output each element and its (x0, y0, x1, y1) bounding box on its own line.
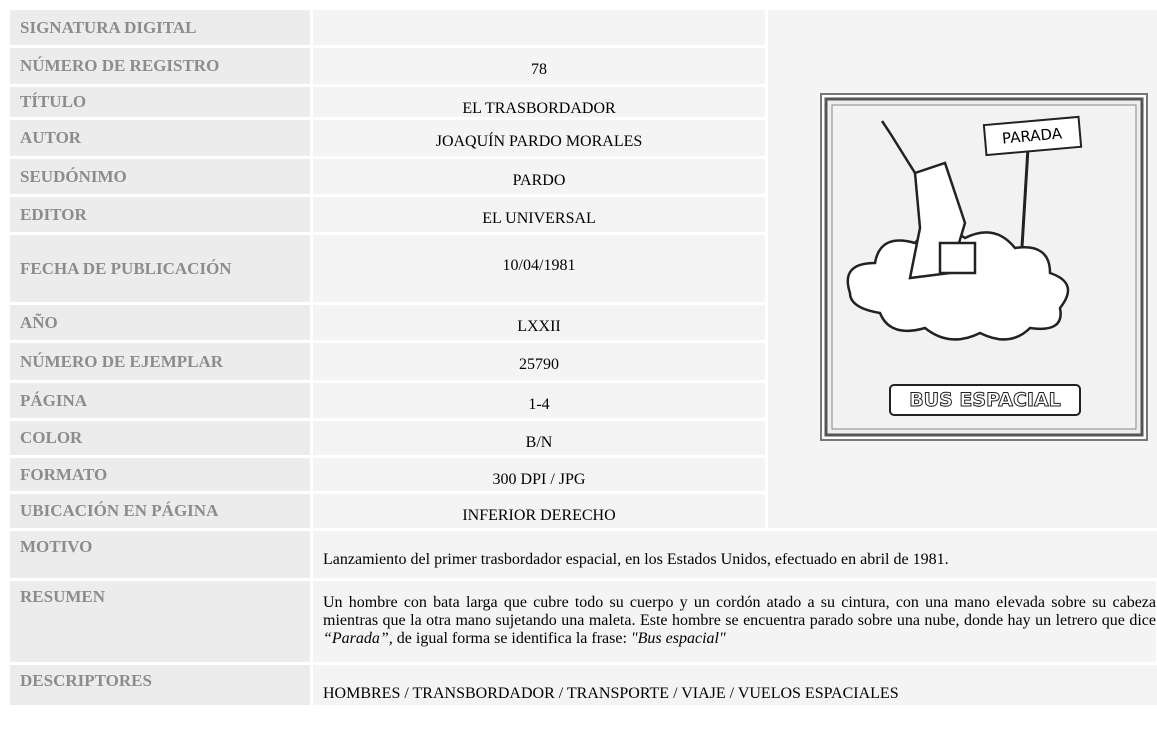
row-label: EDITOR (10, 197, 310, 232)
row-value: INFERIOR DERECHO (313, 494, 765, 528)
row-label: AÑO (10, 305, 310, 340)
row-value: PARDO (313, 159, 765, 194)
row-label: TÍTULO (10, 87, 310, 117)
row-label: MOTIVO (10, 531, 310, 578)
row-label: DESCRIPTORES (10, 665, 310, 705)
row-label: COLOR (10, 421, 310, 455)
row-label: UBICACIÓN EN PÁGINA (10, 494, 310, 528)
row-label: SEUDÓNIMO (10, 159, 310, 194)
text: Un hombre con bata larga que cubre todo … (323, 594, 1156, 629)
text: de igual forma se identifica la frase: (392, 630, 631, 647)
caption-text: BUS ESPACIAL (909, 389, 1061, 411)
row-value: Lanzamiento del primer trasbordador espa… (313, 531, 1157, 578)
row-value: 78 (313, 48, 765, 84)
row-value: JOAQUÍN PARDO MORALES (313, 120, 765, 156)
row-value: HOMBRES / TRANSBORDADOR / TRANSPORTE / V… (313, 665, 1157, 705)
sign-text: PARADA (1001, 124, 1063, 147)
row-label: FECHA DE PUBLICACIÓN (10, 235, 310, 302)
row-label: RESUMEN (10, 581, 310, 662)
row-value: B/N (313, 421, 765, 455)
row-label: FORMATO (10, 458, 310, 491)
row-value: EL TRASBORDADOR (313, 87, 765, 117)
row-value: 25790 (313, 343, 765, 380)
row-label: NÚMERO DE REGISTRO (10, 48, 310, 84)
row-value: EL UNIVERSAL (313, 197, 765, 232)
row-label: AUTOR (10, 120, 310, 156)
row-value: 300 DPI / JPG (313, 458, 765, 491)
row-value: LXXII (313, 305, 765, 340)
row-label: PÁGINA (10, 383, 310, 418)
text: “Parada”, (323, 630, 393, 647)
row-value (313, 10, 765, 45)
row-label: SIGNATURA DIGITAL (10, 10, 310, 45)
text: "Bus espacial" (630, 630, 726, 647)
row-value: 10/04/1981 (313, 235, 765, 302)
row-value: 1-4 (313, 383, 765, 418)
row-label: NÚMERO DE EJEMPLAR (10, 343, 310, 380)
row-value: Un hombre con bata larga que cubre todo … (313, 581, 1156, 662)
cartoon: PARADA BUS ESPACIAL (820, 93, 1148, 441)
